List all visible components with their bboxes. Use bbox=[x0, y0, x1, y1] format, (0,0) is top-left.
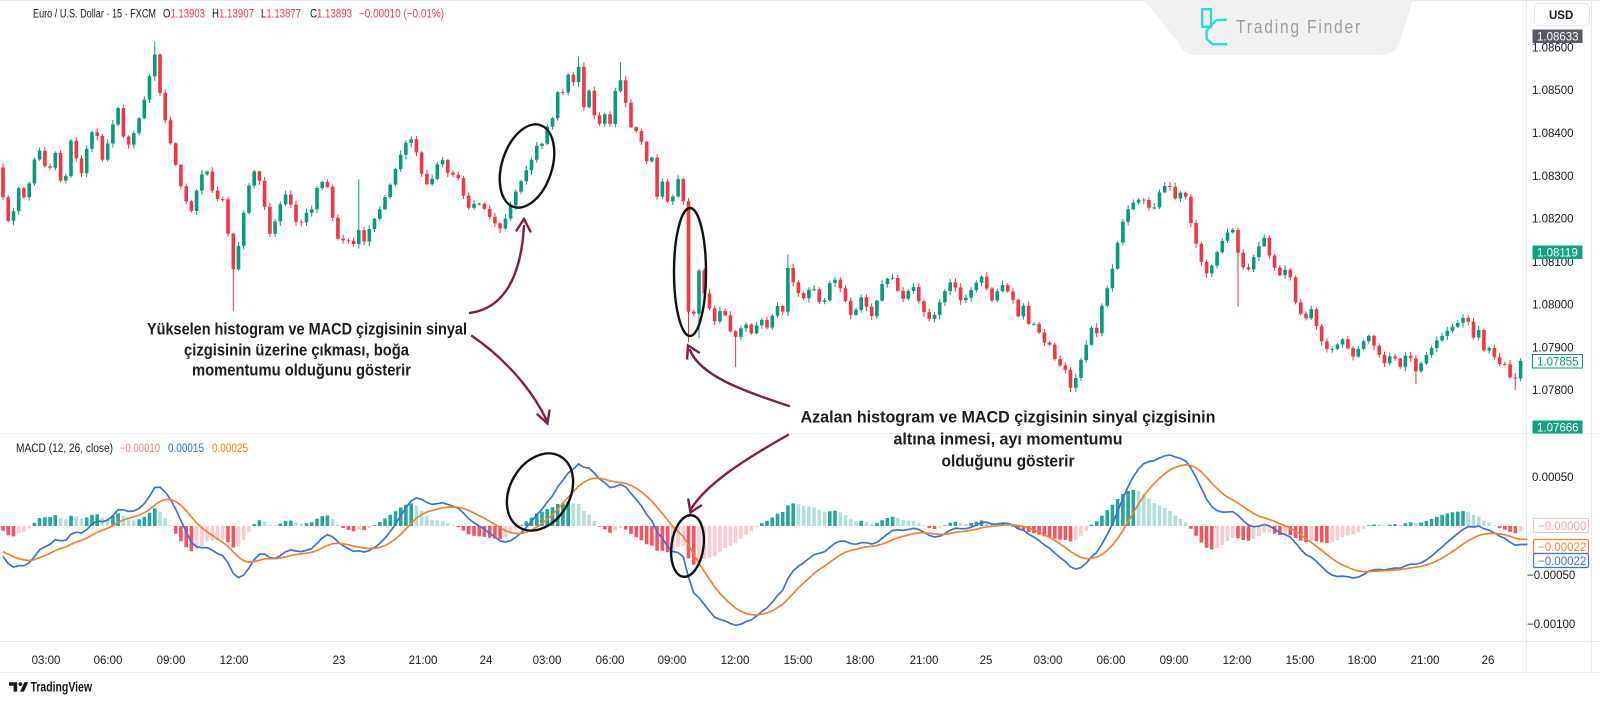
svg-text:USD: USD bbox=[1549, 10, 1573, 22]
svg-text:03:00: 03:00 bbox=[1034, 655, 1063, 667]
svg-text:18:00: 18:00 bbox=[846, 655, 875, 667]
svg-text:H1.13907: H1.13907 bbox=[212, 9, 254, 21]
svg-text:0.00025: 0.00025 bbox=[212, 443, 248, 455]
svg-text:1.08400: 1.08400 bbox=[1532, 128, 1574, 140]
svg-text:09:00: 09:00 bbox=[1160, 655, 1189, 667]
svg-text:03:00: 03:00 bbox=[533, 655, 562, 667]
svg-text:21:00: 21:00 bbox=[1411, 655, 1440, 667]
svg-text:Euro / U.S. Dollar · 15 · FXCM: Euro / U.S. Dollar · 15 · FXCM bbox=[33, 9, 156, 21]
svg-text:06:00: 06:00 bbox=[596, 655, 625, 667]
svg-text:21:00: 21:00 bbox=[910, 655, 939, 667]
svg-text:0.00015: 0.00015 bbox=[168, 443, 204, 455]
svg-text:1.08100: 1.08100 bbox=[1532, 257, 1574, 269]
svg-text:12:00: 12:00 bbox=[1223, 655, 1252, 667]
svg-text:21:00: 21:00 bbox=[409, 655, 438, 667]
svg-text:09:00: 09:00 bbox=[157, 655, 186, 667]
svg-text:Azalan histogram ve MACD çizgi: Azalan histogram ve MACD çizgisinin siny… bbox=[801, 408, 1216, 427]
svg-text:23: 23 bbox=[333, 655, 346, 667]
svg-text:1.08633: 1.08633 bbox=[1537, 32, 1579, 44]
svg-text:12:00: 12:00 bbox=[220, 655, 249, 667]
svg-text:altına inmesi, ayı momentumu: altına inmesi, ayı momentumu bbox=[894, 430, 1123, 449]
svg-text:1.08300: 1.08300 bbox=[1532, 171, 1574, 183]
svg-text:1.07666: 1.07666 bbox=[1537, 423, 1579, 435]
svg-text:1.08200: 1.08200 bbox=[1532, 214, 1574, 226]
svg-text:−0.00100: −0.00100 bbox=[1527, 619, 1575, 631]
svg-text:−0.00000: −0.00000 bbox=[1538, 521, 1586, 533]
svg-text:C1.13893: C1.13893 bbox=[310, 9, 352, 21]
svg-text:1.07855: 1.07855 bbox=[1537, 357, 1579, 369]
svg-text:L1.13877: L1.13877 bbox=[261, 9, 301, 21]
svg-text:−0.00010: −0.00010 bbox=[120, 443, 160, 455]
svg-text:çizgisinin üzerine çıkması, bo: çizgisinin üzerine çıkması, boğa bbox=[184, 341, 409, 360]
svg-text:1.08500: 1.08500 bbox=[1532, 85, 1574, 97]
svg-text:−0.00010 (−0.01%): −0.00010 (−0.01%) bbox=[359, 9, 444, 21]
svg-text:Yükselen histogram ve MACD çiz: Yükselen histogram ve MACD çizgisinin si… bbox=[147, 320, 467, 339]
svg-text:0.00050: 0.00050 bbox=[1532, 472, 1574, 484]
svg-text:1.08119: 1.08119 bbox=[1537, 248, 1578, 260]
svg-text:−0.00022: −0.00022 bbox=[1538, 556, 1586, 568]
svg-text:1.07800: 1.07800 bbox=[1532, 385, 1574, 397]
svg-text:06:00: 06:00 bbox=[1097, 655, 1126, 667]
svg-text:momentumu olduğunu gösterir: momentumu olduğunu gösterir bbox=[192, 361, 411, 380]
svg-text:26: 26 bbox=[1482, 655, 1495, 667]
svg-text:−0.00050: −0.00050 bbox=[1527, 570, 1575, 582]
svg-text:24: 24 bbox=[480, 655, 493, 667]
svg-text:09:00: 09:00 bbox=[658, 655, 687, 667]
svg-text:1.08600: 1.08600 bbox=[1532, 43, 1574, 55]
svg-text:Trading Finder: Trading Finder bbox=[1236, 17, 1362, 37]
svg-text:15:00: 15:00 bbox=[1286, 655, 1315, 667]
svg-text:25: 25 bbox=[980, 655, 993, 667]
svg-text:12:00: 12:00 bbox=[721, 655, 750, 667]
svg-text:MACD (12, 26, close): MACD (12, 26, close) bbox=[16, 443, 113, 455]
svg-text:03:00: 03:00 bbox=[32, 655, 61, 667]
svg-text:15:00: 15:00 bbox=[784, 655, 813, 667]
svg-text:TradingView: TradingView bbox=[31, 680, 93, 695]
svg-text:O1.13903: O1.13903 bbox=[163, 9, 205, 21]
svg-text:1.07900: 1.07900 bbox=[1532, 343, 1574, 355]
svg-text:18:00: 18:00 bbox=[1348, 655, 1377, 667]
svg-text:−0.00022: −0.00022 bbox=[1538, 542, 1586, 554]
svg-text:olduğunu gösterir: olduğunu gösterir bbox=[942, 452, 1075, 471]
svg-text:06:00: 06:00 bbox=[94, 655, 123, 667]
svg-text:1.08000: 1.08000 bbox=[1532, 300, 1574, 312]
